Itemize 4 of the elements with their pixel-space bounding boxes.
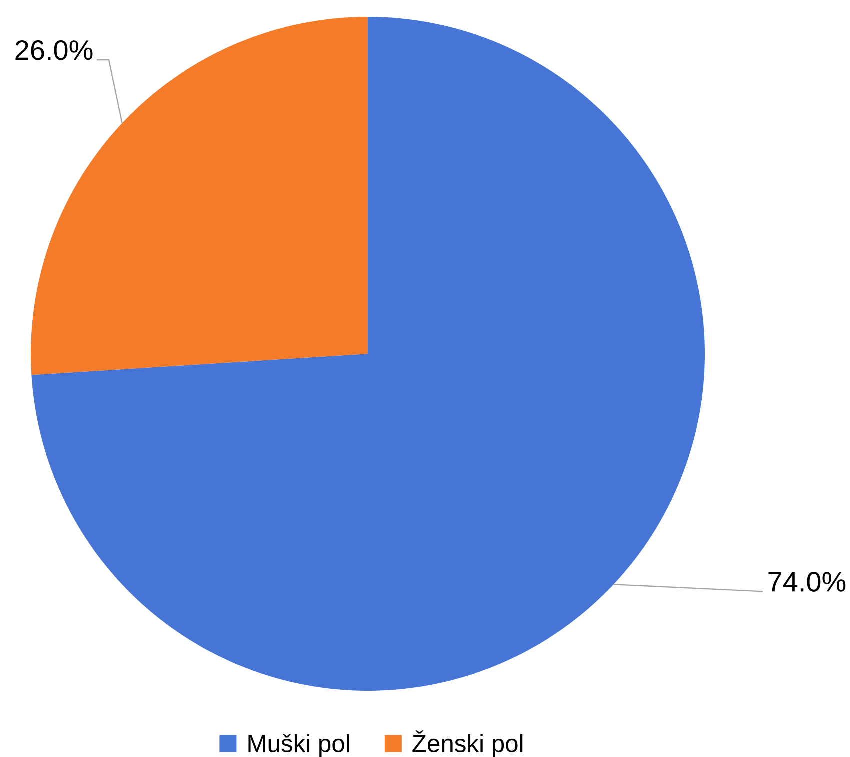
legend-label: Ženski pol	[412, 730, 523, 757]
data-label: 26.0%	[16, 40, 93, 60]
data-label: 74.0%	[768, 572, 846, 592]
legend-label: Muški pol	[248, 734, 350, 757]
